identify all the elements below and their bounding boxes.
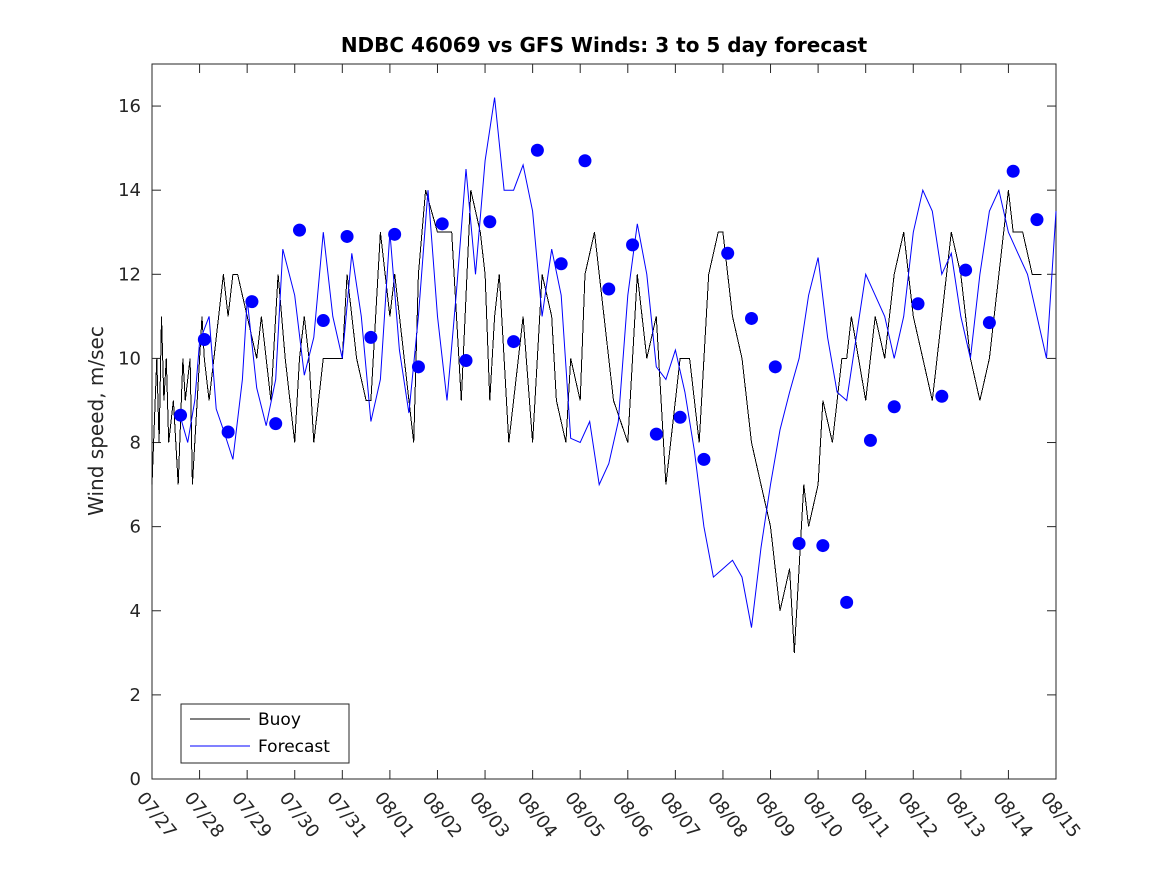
forecast-point: [816, 539, 830, 553]
forecast-point: [768, 360, 782, 374]
forecast-point: [911, 297, 925, 311]
legend: Buoy Forecast: [180, 703, 350, 764]
series-line-forecast: [180, 97, 1057, 628]
marker-layer: [174, 143, 1044, 609]
forecast-point: [364, 330, 378, 344]
forecast-point: [388, 227, 402, 241]
y-tick-label: 2: [130, 685, 141, 706]
forecast-point: [602, 282, 616, 296]
legend-box: [180, 703, 350, 764]
forecast-point: [982, 316, 996, 330]
forecast-point: [197, 332, 211, 346]
forecast-point: [887, 400, 901, 414]
forecast-point: [1006, 164, 1020, 178]
y-tick-label: 12: [118, 264, 141, 285]
forecast-point: [935, 389, 949, 403]
forecast-point: [697, 452, 711, 466]
series-line-buoy: [151, 190, 1042, 653]
forecast-point: [174, 408, 188, 422]
forecast-point: [316, 314, 330, 328]
forecast-point: [530, 143, 544, 157]
forecast-point: [221, 425, 235, 439]
forecast-point: [435, 217, 449, 231]
forecast-point: [483, 215, 497, 229]
y-tick-label: 4: [130, 601, 141, 622]
legend-forecast-label: Forecast: [258, 737, 330, 757]
forecast-point: [959, 263, 973, 277]
forecast-point: [340, 229, 354, 243]
forecast-point: [721, 246, 735, 260]
y-tick-label: 6: [130, 517, 141, 538]
forecast-point: [1030, 213, 1044, 227]
plot-area: [151, 63, 1057, 780]
forecast-point: [245, 295, 259, 309]
forecast-point: [554, 257, 568, 271]
forecast-point: [269, 417, 283, 431]
legend-buoy-label: Buoy: [258, 710, 301, 730]
forecast-point: [411, 360, 425, 374]
y-tick-label: 0: [130, 769, 141, 790]
forecast-point: [626, 238, 640, 252]
forecast-point: [649, 427, 663, 441]
forecast-point: [507, 335, 521, 349]
forecast-point: [863, 433, 877, 447]
y-tick-label: 8: [130, 433, 141, 454]
forecast-point: [459, 354, 473, 368]
chart-title: NDBC 46069 vs GFS Winds: 3 to 5 day fore…: [341, 33, 868, 57]
series-layer: [151, 97, 1057, 653]
y-tick-label: 10: [118, 348, 141, 369]
forecast-point: [840, 595, 854, 609]
y-tick-label: 16: [118, 96, 141, 117]
forecast-point: [792, 536, 806, 550]
y-tick-label: 14: [118, 180, 141, 201]
y-axis-label: Wind speed, m/sec: [84, 326, 108, 516]
forecast-point: [673, 410, 687, 424]
forecast-point: [744, 311, 758, 325]
forecast-point: [578, 154, 592, 168]
forecast-point: [292, 223, 306, 237]
